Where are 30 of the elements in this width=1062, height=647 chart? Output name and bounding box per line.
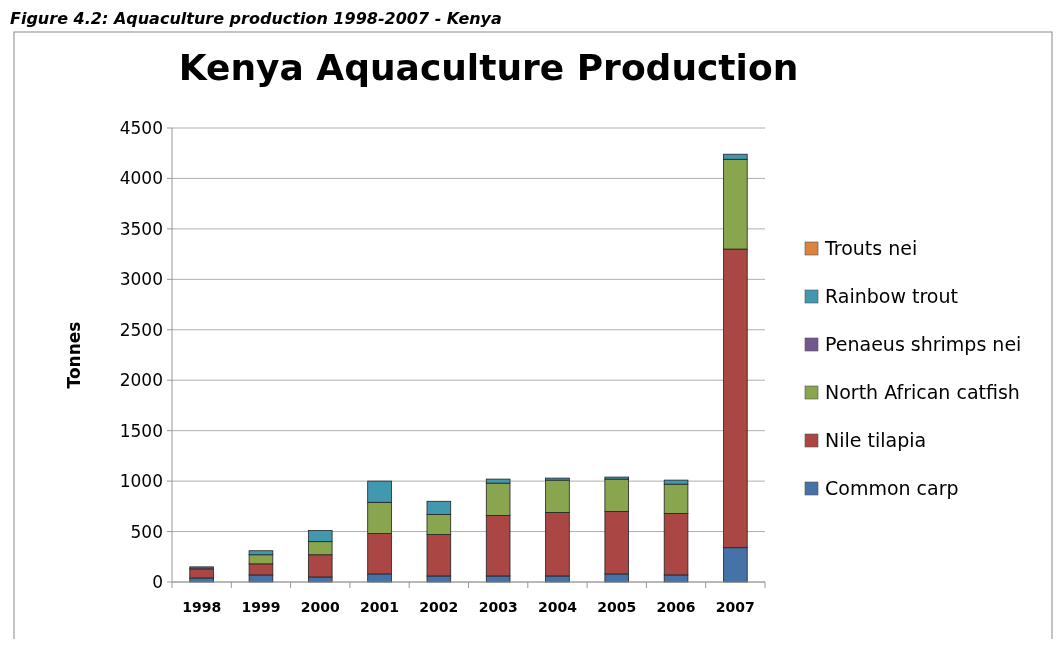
x-tick-label: 2000 [300,599,340,615]
x-tick-label: 2001 [360,599,400,615]
y-tick-label: 2000 [119,370,163,391]
x-tick-label: 2004 [537,599,578,615]
y-tick-label: 4000 [119,168,163,189]
y-tick-label: 3000 [119,269,163,290]
legend-label: Nile tilapia [825,428,927,451]
caption: Figure 4.2: Aquaculture production 1998-2007 - Kenya [10,9,502,28]
legend-label: Common carp [825,476,959,499]
x-tick-label: 2006 [656,599,696,615]
x-tick-label: 1998 [182,599,222,615]
x-tick-label: 2007 [715,599,755,615]
y-tick-label: 1500 [119,420,163,441]
legend-label: North African catfish [825,380,1020,403]
x-tick-label: 2002 [419,599,459,615]
y-axis-title: Tonnes [64,321,84,389]
y-tick-label: 500 [130,521,163,542]
y-tick-label: 1000 [119,471,163,492]
y-tick-label: 4500 [119,117,163,138]
y-tick-label: 2500 [119,319,163,340]
bar [189,568,214,579]
x-tick-label: 2005 [597,599,637,615]
y-tick-label: 0 [152,571,163,592]
x-tick-label: 2003 [478,599,518,615]
y-tick-label: 3500 [119,218,163,239]
legend-label: Rainbow trout [825,284,958,307]
chart-title: Kenya Aquaculture Production [178,47,799,88]
x-tick-label: 1999 [241,599,281,615]
legend-label: Penaeus shrimps nei [825,332,1022,355]
legend-label: Trouts nei [824,236,918,259]
